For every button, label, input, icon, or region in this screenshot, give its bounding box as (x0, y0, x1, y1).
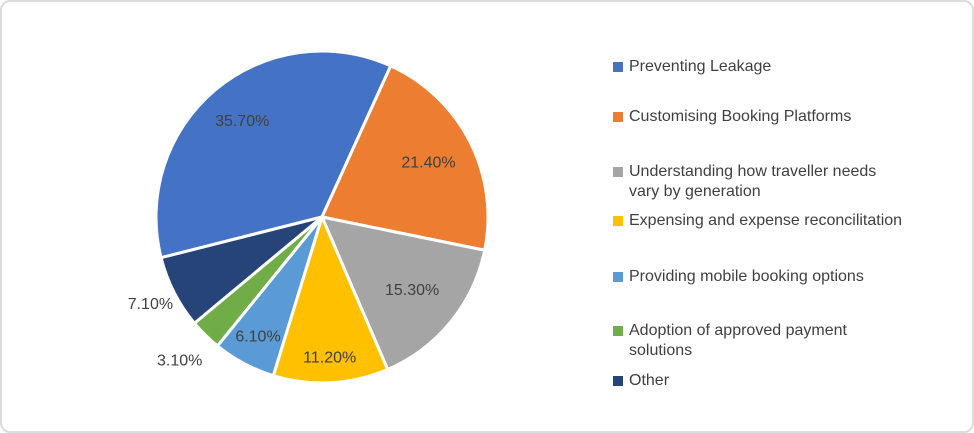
legend-swatch-icon (613, 62, 623, 72)
legend-item-customising-booking-platforms: Customising Booking Platforms (613, 107, 851, 127)
legend-swatch-icon (613, 376, 623, 386)
legend-label: Expensing and expense reconcilitation (629, 212, 903, 229)
legend-swatch-icon (613, 216, 623, 226)
pie-data-label-adoption-of-approved: 3.10% (157, 353, 202, 370)
pie-slice-understanding-how-traveller (320, 215, 487, 371)
legend-label: Providing mobile booking options (629, 268, 864, 285)
legend-item-understanding-traveller-needs: Understanding how traveller needs vary b… (613, 162, 876, 202)
legend-label: Other (629, 372, 670, 389)
pie-slice-customising-booking-platforms (320, 64, 490, 252)
legend-item-other: Other (613, 371, 669, 391)
legend-item-mobile-booking-options: Providing mobile booking options (613, 267, 864, 287)
pie-data-label-expensing-and-expense: 11.20% (303, 349, 356, 366)
legend-swatch-icon (613, 326, 623, 336)
legend-swatch-icon (613, 112, 623, 122)
pie-data-label-customising-booking-platforms: 21.40% (401, 154, 455, 171)
legend-swatch-icon (613, 272, 623, 282)
pie-slice-expensing-and-expense (271, 215, 390, 385)
pie-data-label-other: 7.10% (128, 296, 173, 313)
pie-data-label-providing-mobile-booking: 6.10% (235, 329, 280, 346)
chart-legend: Preventing Leakage Customising Booking P… (613, 2, 958, 431)
legend-label: Preventing Leakage (629, 58, 772, 75)
legend-label: Understanding how traveller needs vary b… (629, 163, 877, 200)
pie-data-label-preventing-leakage: 35.70% (215, 113, 269, 130)
legend-label: Customising Booking Platforms (629, 108, 852, 125)
legend-item-approved-payment-solutions: Adoption of approved payment solutions (613, 321, 847, 361)
legend-label: Adoption of approved payment solutions (629, 322, 847, 359)
legend-swatch-icon (613, 167, 623, 177)
pie-slice-other (159, 215, 324, 325)
legend-item-preventing-leakage: Preventing Leakage (613, 57, 771, 77)
legend-item-expensing-reconcilitation: Expensing and expense reconcilitation (613, 211, 902, 231)
pie-data-label-understanding-how-traveller: 15.30% (385, 282, 439, 299)
pie-chart: 35.70% 21.40% 15.30% 11.20% 6.10% 3.10% 7.10% (128, 49, 490, 385)
pie-slice-preventing-leakage (154, 49, 393, 260)
